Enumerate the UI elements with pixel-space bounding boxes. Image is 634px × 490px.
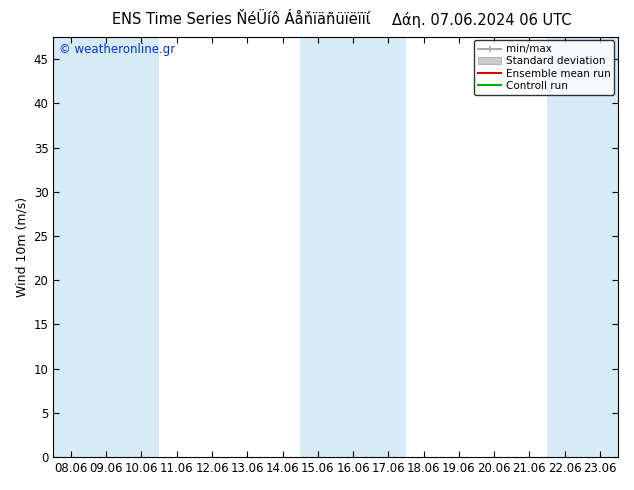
Bar [300,37,406,457]
Text: Δάη. 07.06.2024 06 UTC: Δάη. 07.06.2024 06 UTC [392,12,572,28]
Text: © weatheronline.gr: © weatheronline.gr [59,43,175,56]
Bar [89,37,159,457]
Y-axis label: Wind 10m (m/s): Wind 10m (m/s) [15,197,28,297]
Bar [547,37,618,457]
Text: ENS Time Series ŇéÜíô Áåňïäñüïëïïί: ENS Time Series ŇéÜíô Áåňïäñüïëïïί [112,12,370,27]
Bar [53,37,89,457]
Legend: min/max, Standard deviation, Ensemble mean run, Controll run: min/max, Standard deviation, Ensemble me… [474,40,614,95]
